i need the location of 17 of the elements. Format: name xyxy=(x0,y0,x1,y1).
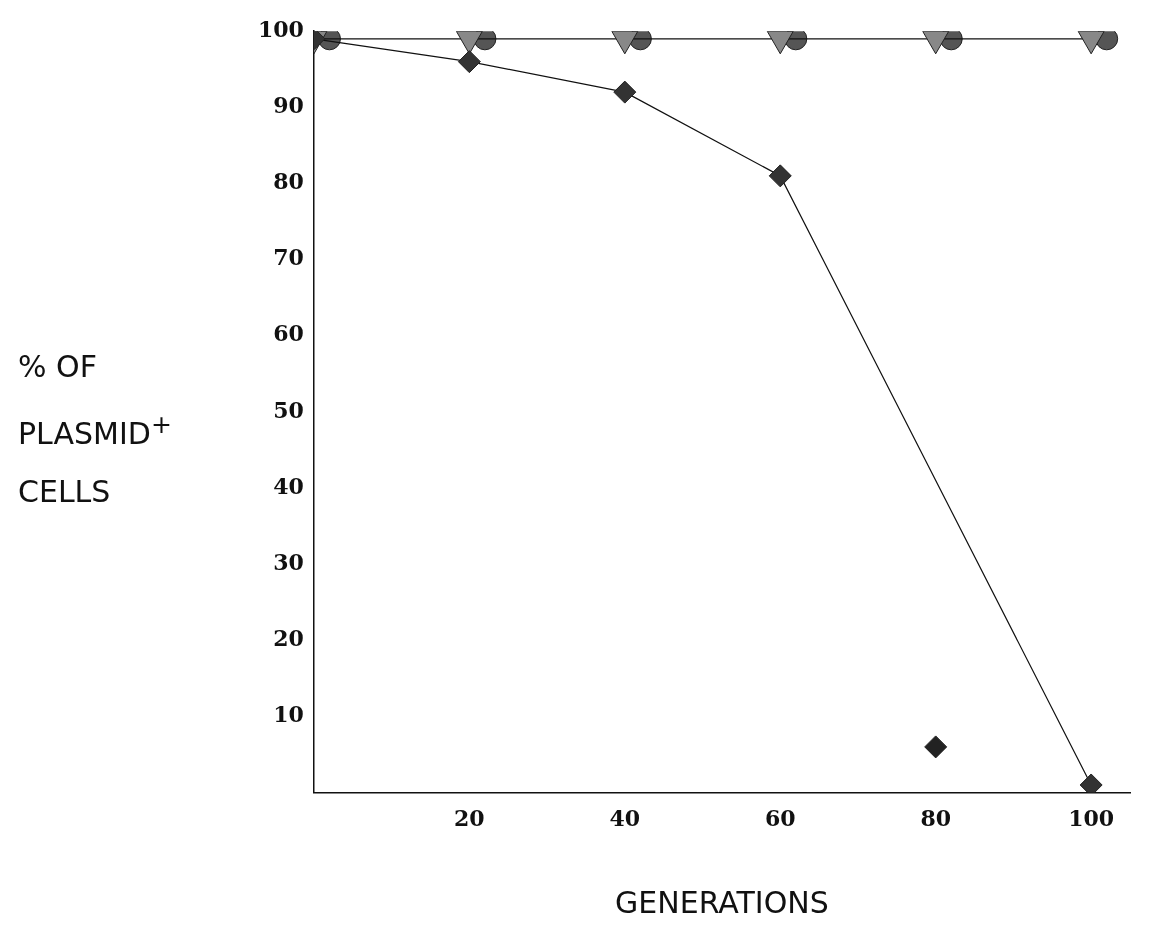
x-tick-label: 20 xyxy=(454,804,485,831)
y-tick-label: 30 xyxy=(273,548,304,575)
text: % OF PLASMID$^{+}$ CELLS xyxy=(18,349,172,509)
y-tick-label: 80 xyxy=(273,168,304,195)
y-tick-label: 70 xyxy=(273,244,304,271)
x-tick-label: 100 xyxy=(1068,804,1115,831)
y-tick-label: 100 xyxy=(257,15,304,42)
y-tick-label: 10 xyxy=(273,701,304,728)
y-tick-label: 50 xyxy=(273,396,304,423)
x-tick-label: 40 xyxy=(609,804,641,831)
x-axis-title: GENERATIONS xyxy=(615,884,829,920)
y-tick-label: 60 xyxy=(273,320,304,347)
y-tick-label: 90 xyxy=(273,92,304,119)
x-tick-label: 80 xyxy=(920,804,952,831)
x-tick-label: 60 xyxy=(764,804,796,831)
y-tick-label: 20 xyxy=(273,625,304,652)
y-tick-label: 40 xyxy=(273,472,304,499)
